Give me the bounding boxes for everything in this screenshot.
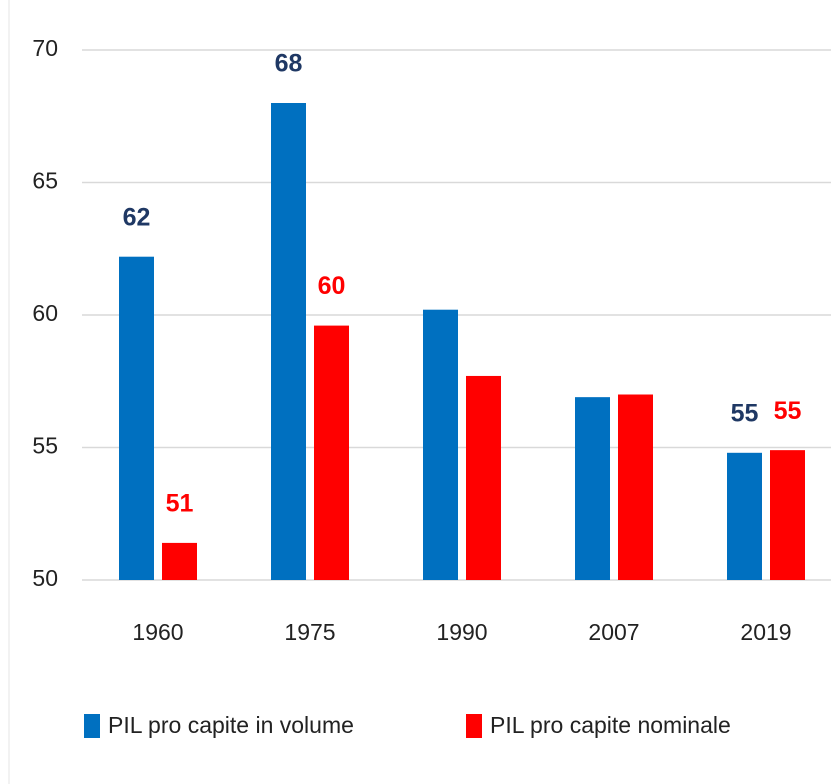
bar (162, 542, 197, 580)
legend-label: PIL pro capite nominale (490, 712, 731, 738)
y-tick-label: 50 (32, 565, 58, 591)
bar (423, 309, 458, 580)
legend-swatch (466, 714, 482, 738)
value-label: 60 (318, 272, 346, 300)
bar (727, 452, 762, 580)
y-tick-label: 55 (32, 433, 58, 459)
value-label: 62 (123, 203, 151, 231)
legend-label: PIL pro capite in volume (108, 712, 354, 738)
value-label: 55 (731, 399, 759, 427)
bar (466, 375, 501, 580)
y-tick-label: 65 (32, 168, 58, 194)
value-label: 55 (774, 397, 802, 425)
bar (119, 256, 154, 580)
x-tick-label: 2007 (588, 619, 639, 645)
x-tick-label: 2019 (740, 619, 791, 645)
legend-swatch (84, 714, 100, 738)
bar (575, 397, 610, 580)
bar (314, 325, 349, 580)
x-tick-label: 1975 (284, 619, 335, 645)
bar (770, 450, 805, 580)
x-tick-label: 1960 (132, 619, 183, 645)
y-tick-label: 70 (32, 35, 58, 61)
bar (618, 394, 653, 580)
y-tick-label: 60 (32, 300, 58, 326)
value-label: 51 (166, 490, 194, 518)
value-label: 68 (275, 50, 303, 78)
bar (271, 103, 306, 580)
x-tick-label: 1990 (436, 619, 487, 645)
